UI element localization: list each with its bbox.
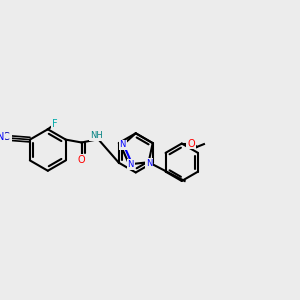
Text: O: O [188, 139, 195, 148]
Text: C: C [3, 132, 9, 142]
Text: N: N [119, 140, 126, 149]
Text: NH: NH [90, 131, 103, 140]
Text: F: F [52, 119, 58, 129]
Text: N: N [128, 160, 134, 169]
Text: N: N [146, 159, 152, 168]
Text: O: O [78, 155, 86, 165]
Text: N: N [0, 132, 4, 142]
